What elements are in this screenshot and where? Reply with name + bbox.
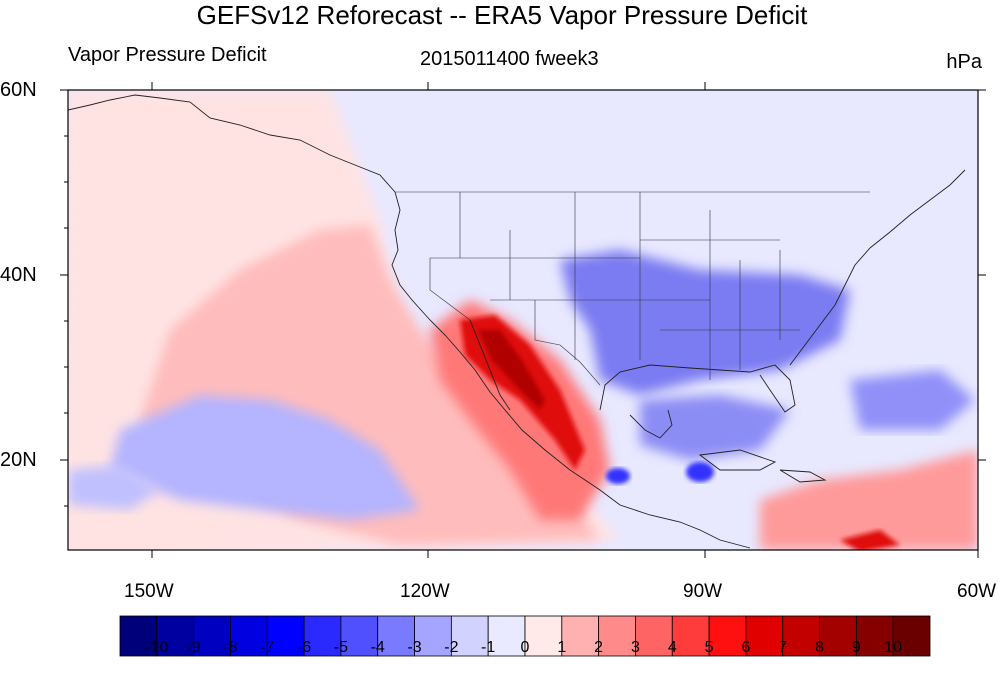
- colorbar-box: [340, 615, 379, 657]
- colorbar-tick-label: -1: [481, 639, 496, 656]
- caribbean-positive-region: [760, 450, 978, 550]
- colorbar-box: [635, 615, 673, 657]
- lat-label-60n: 60N: [0, 79, 37, 101]
- colorbar-tick-label: 2: [594, 639, 604, 656]
- colorbar-tick-label: -9: [186, 639, 201, 656]
- eastern-us-negative-region: [560, 250, 850, 395]
- colorbar-tick-label: -5: [333, 639, 349, 656]
- lat-label-40n: 40N: [0, 264, 37, 286]
- atlantic-negative-region: [850, 370, 975, 430]
- colorbar-box: [193, 615, 231, 657]
- colorbar-box: [414, 615, 452, 657]
- lat-label-20n: 20N: [0, 449, 37, 471]
- variable-subtitle: Vapor Pressure Deficit: [68, 44, 267, 66]
- subtropical-negative-region: [110, 395, 420, 520]
- lon-label-60w: 60W: [957, 581, 997, 602]
- chart-title: GEFSv12 Reforecast -- ERA5 Vapor Pressur…: [196, 0, 808, 30]
- colorbar-tick-label: 3: [631, 639, 640, 656]
- colorbar-tick-label: 4: [667, 639, 677, 656]
- colorbar-box: [671, 615, 710, 657]
- lon-label-120w: 120W: [400, 581, 450, 602]
- map-frame: [67, 89, 979, 551]
- colorbar-tick-label: -6: [296, 639, 312, 656]
- units-label: hPa: [946, 51, 982, 73]
- date-subtitle: 2015011400 fweek3: [420, 48, 599, 70]
- colorbar-tick-label: 0: [520, 639, 530, 656]
- colorbar-tick-label: -7: [260, 639, 275, 656]
- lon-label-90w: 90W: [683, 581, 723, 602]
- colorbar-tick-label: -10: [145, 639, 169, 656]
- coastlines: [68, 94, 966, 549]
- hawaii-negative-region: [68, 465, 160, 510]
- colorbar-tick-label: -4: [370, 639, 385, 656]
- colorbar-box: [819, 615, 857, 657]
- axis-ticks: [60, 82, 986, 558]
- colorbar-box: [782, 615, 820, 657]
- colorbar-tick-label: -3: [407, 639, 422, 656]
- colorbar-tick-label: 5: [704, 639, 714, 656]
- colorbar-tick-label: 7: [778, 639, 788, 656]
- colorbar-box: [230, 615, 268, 657]
- colorbar-box: [524, 615, 563, 657]
- colorbar-box: [745, 615, 784, 657]
- colorbar-tick-label: 6: [741, 639, 751, 656]
- lon-label-150w: 150W: [124, 581, 174, 602]
- state-borders: [395, 191, 870, 386]
- colorbar-tick-label: 1: [557, 639, 567, 656]
- colorbar-box: [892, 615, 931, 657]
- colorbar-box: [855, 615, 894, 657]
- colorbar-tick-label: 9: [851, 639, 861, 656]
- gulf-negative-region: [640, 395, 790, 460]
- colorbar-box: [561, 615, 600, 657]
- colorbar-tick-label: -8: [223, 639, 238, 656]
- colorbar-tick-label: 10: [884, 639, 903, 656]
- colorbar-box: [598, 615, 636, 657]
- colorbar-box: [266, 615, 305, 657]
- colorbar-tick-label: -2: [444, 639, 459, 656]
- colorbar-box: [450, 615, 489, 657]
- colorbar-tick-label: 8: [815, 639, 824, 656]
- colorbar-box: [119, 615, 158, 657]
